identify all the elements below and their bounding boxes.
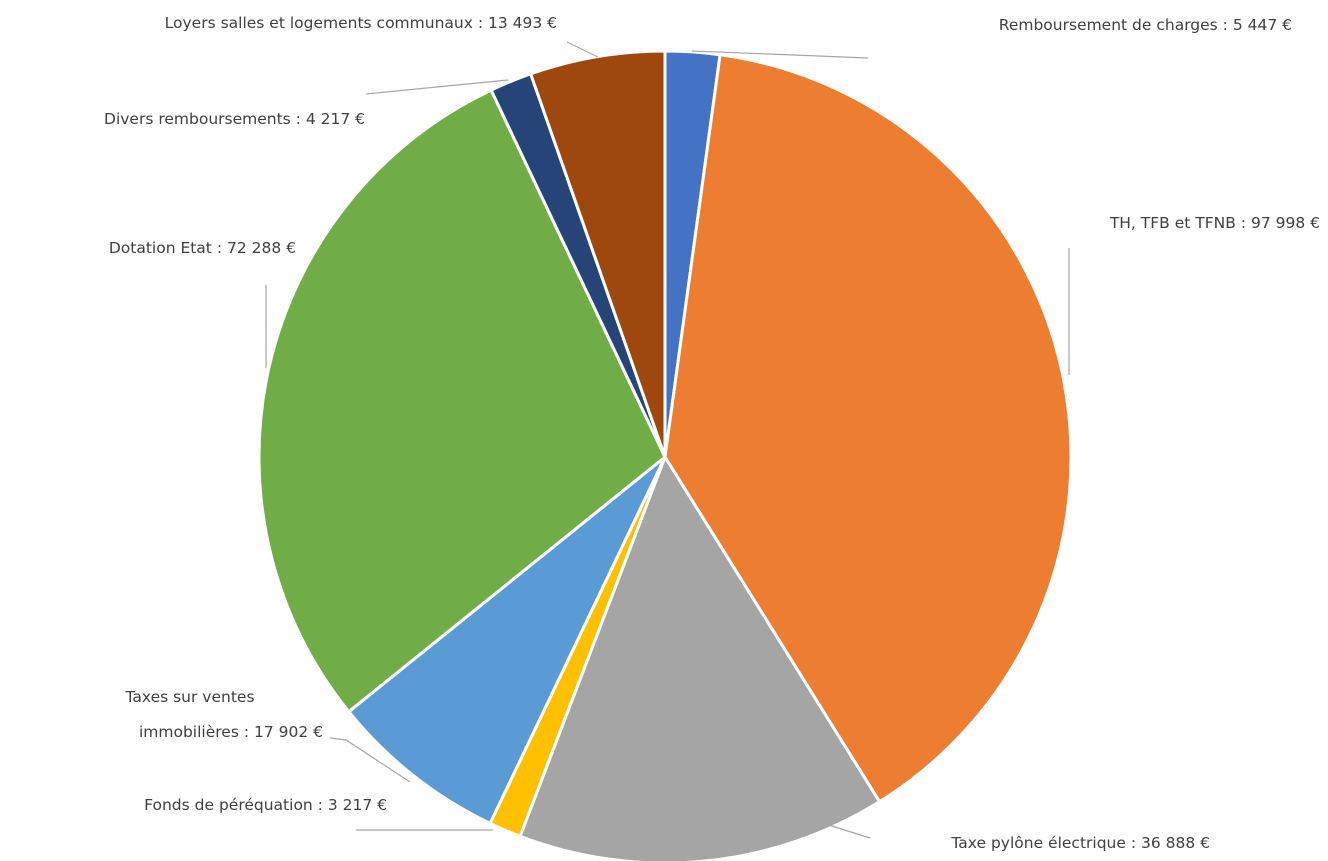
data-label-remboursement-charges: Remboursement de charges : 5 447 € — [999, 16, 1292, 34]
data-labels: Remboursement de charges : 5 447 € TH, T… — [104, 14, 1320, 852]
data-label-loyers: Loyers salles et logements communaux : 1… — [165, 14, 557, 32]
data-label-taxes-ventes-line2: immobilières : 17 902 € — [139, 723, 323, 741]
pie-slice-taxe-pylone-electrique — [518, 455, 882, 861]
data-label-dotation-etat: Dotation Etat : 72 288 € — [109, 239, 296, 257]
data-label-divers-remboursements: Divers remboursements : 4 217 € — [104, 110, 365, 128]
pie-slices — [257, 49, 1073, 861]
leader-line-loyers — [566, 41, 599, 58]
data-label-taxe-pylone: Taxe pylône électrique : 36 888 € — [950, 834, 1210, 852]
leader-lines — [265, 41, 1070, 839]
leader-line-divers-remboursements — [365, 79, 509, 95]
data-label-fonds-perequation: Fonds de péréquation : 3 217 € — [144, 796, 387, 814]
leader-line-taxe-pylone — [799, 815, 871, 839]
leader-line-remboursement-charges — [691, 50, 869, 59]
pie-slice-taxes-sur-ventes-immobilieres — [347, 455, 667, 825]
pie-slice-th-tfb-et-tfnb — [663, 53, 1073, 804]
leader-line-taxes-ventes — [329, 737, 411, 783]
data-label-th-tfb-tfnb: TH, TFB et TFNB : 97 998 € — [1109, 214, 1320, 232]
data-label-taxes-ventes-line1: Taxes sur ventes — [124, 688, 254, 706]
